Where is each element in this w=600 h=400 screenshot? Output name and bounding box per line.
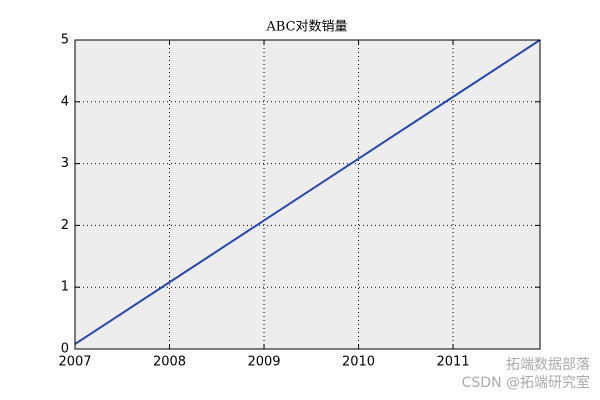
y-tick-label: 1 <box>61 280 69 295</box>
watermark: CSDN @拓端研究室 <box>462 374 590 391</box>
x-tick-label: 2010 <box>342 355 375 370</box>
y-tick-label: 3 <box>61 156 69 171</box>
y-tick-label: 4 <box>61 94 69 109</box>
y-tick-label: 2 <box>61 218 69 233</box>
x-tick-label: 2007 <box>58 355 91 370</box>
y-tick-label: 5 <box>61 33 69 48</box>
x-tick-label: 2008 <box>153 355 186 370</box>
x-tick-label: 2009 <box>247 355 280 370</box>
data-line <box>74 39 541 345</box>
x-tick-label: 2011 <box>437 355 470 370</box>
watermark: 拓端数据部落 <box>506 357 590 373</box>
plot-frame <box>74 39 541 350</box>
y-tick-label: 0 <box>61 342 69 357</box>
chart-title: ABC对数销量 <box>265 20 347 35</box>
